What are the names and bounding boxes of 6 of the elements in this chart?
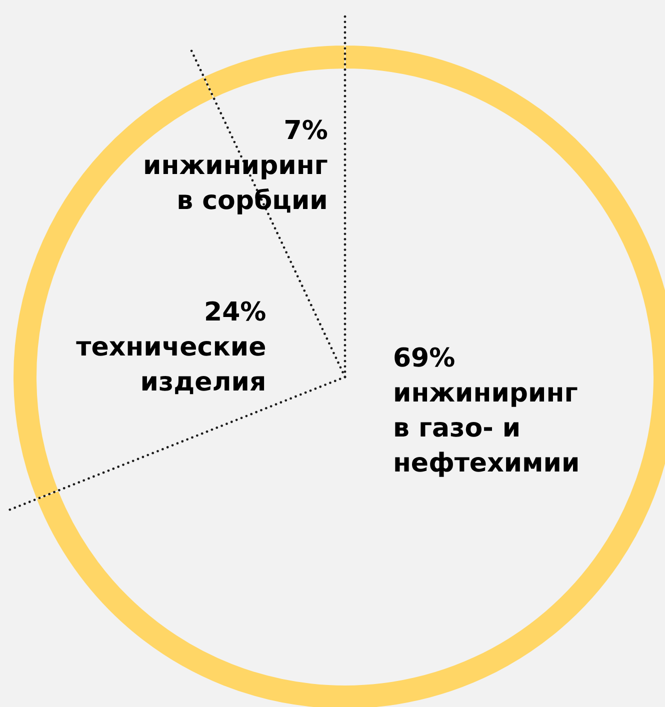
data-label: 7% [284,116,328,146]
data-label: 24% [204,297,266,328]
slice-label: инжиниринг в газо- и нефтехимии [392,378,580,479]
data-label: 69% [392,344,456,374]
slice-label: технические изделия [76,332,266,398]
slice-label: инжиниринг в сорбции [143,151,328,216]
